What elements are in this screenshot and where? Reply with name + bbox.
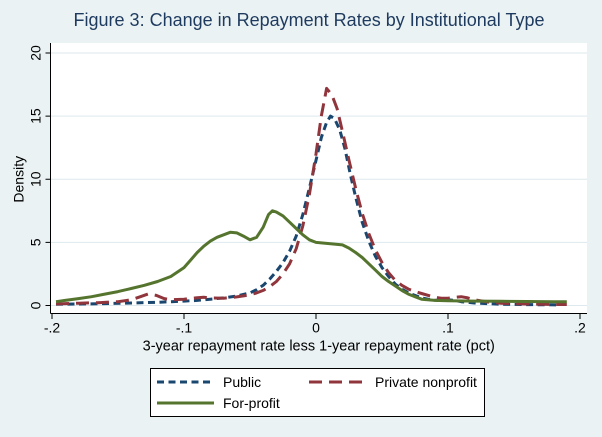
chart-title: Figure 3: Change in Repayment Rates by I… [73,10,545,30]
legend-label-private-nonprofit: Private nonprofit [375,374,477,390]
x-tick-label: 0 [312,320,320,336]
y-tick-label: 15 [28,108,44,124]
legend-item-public: Public [157,373,309,392]
legend: Public Private nonprofit For-profit [150,368,485,417]
y-tick-label: 5 [28,238,44,246]
legend-line-sample-for-profit [157,401,214,405]
legend-line-sample-private-nonprofit [309,380,366,384]
legend-line-sample-public [157,380,214,384]
y-tick-label: 20 [28,45,44,61]
series-line-private-nonprofit [55,86,567,306]
y-tick-label: 0 [28,301,44,309]
x-tick-label: .2 [574,320,586,336]
x-tick-label: -.2 [44,320,61,336]
legend-item-for-profit: For-profit [157,394,309,413]
legend-item-private-nonprofit: Private nonprofit [309,373,484,392]
series-line-for-profit [55,209,567,304]
x-axis-title: 3-year repayment rate less 1-year repaym… [143,339,495,355]
plot-background [50,43,587,314]
x-tick-label: .1 [442,320,454,336]
legend-label-for-profit: For-profit [223,395,280,411]
y-axis-title: Density [11,156,27,203]
x-tick-label: -.1 [176,320,193,336]
y-tick-label: 10 [28,171,44,187]
legend-label-public: Public [223,374,262,390]
